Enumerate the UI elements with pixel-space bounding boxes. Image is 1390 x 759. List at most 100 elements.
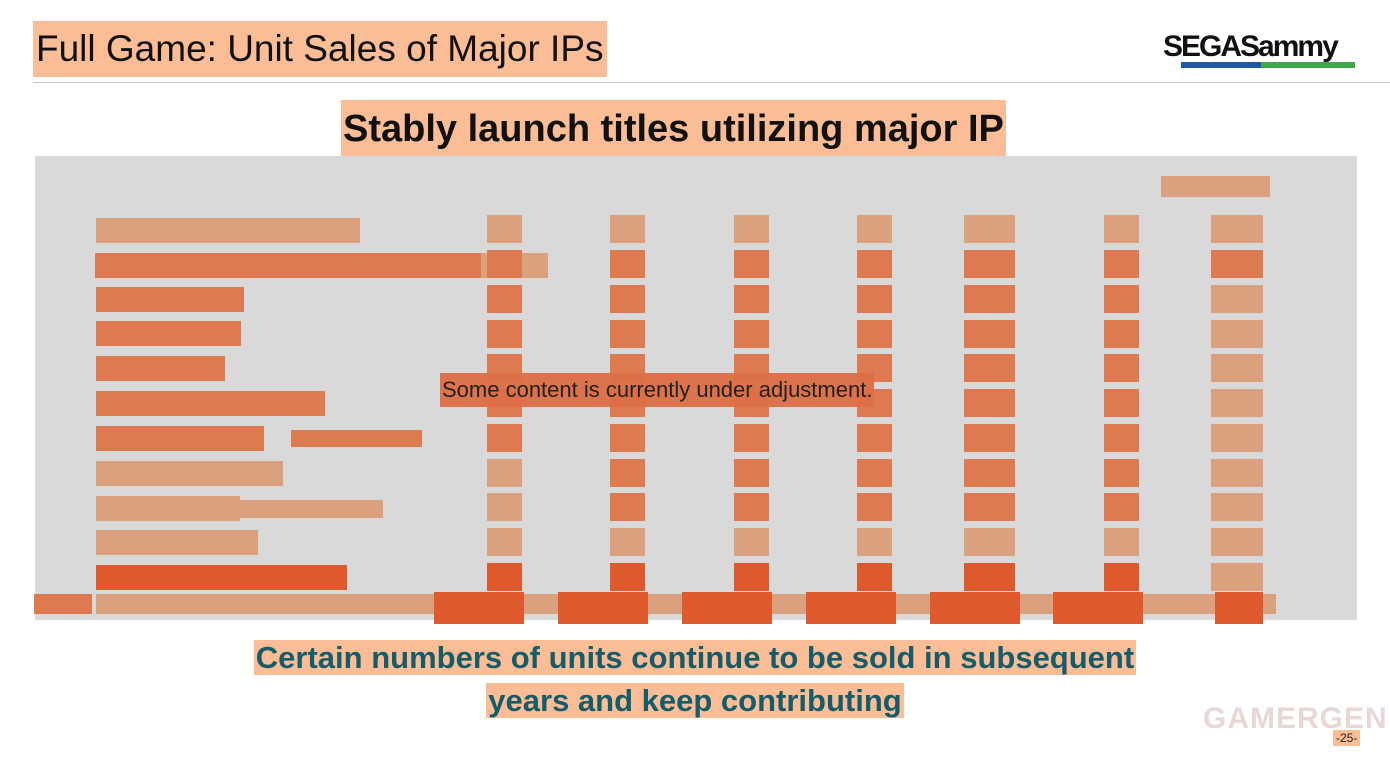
redaction-block bbox=[95, 253, 481, 278]
redaction-block bbox=[487, 528, 522, 556]
redaction-block bbox=[930, 592, 1020, 624]
title-divider bbox=[33, 82, 1390, 83]
redaction-block bbox=[964, 459, 1015, 487]
watermark: GAMERGEN bbox=[1203, 702, 1388, 735]
redaction-block bbox=[610, 250, 645, 278]
redaction-block bbox=[964, 250, 1015, 278]
redaction-block bbox=[1211, 563, 1263, 591]
redaction-block bbox=[96, 391, 325, 416]
redaction-block bbox=[964, 528, 1015, 556]
redaction-block bbox=[857, 285, 892, 313]
redaction-block bbox=[240, 500, 383, 518]
redaction-block bbox=[96, 356, 225, 381]
redaction-block bbox=[96, 461, 283, 486]
redaction-block bbox=[1104, 424, 1139, 452]
redaction-block bbox=[1211, 250, 1263, 278]
redaction-block bbox=[1104, 389, 1139, 417]
redaction-block bbox=[734, 215, 769, 243]
redaction-block bbox=[610, 320, 645, 348]
redaction-block bbox=[1211, 215, 1263, 243]
redaction-block bbox=[964, 563, 1015, 591]
redaction-block bbox=[487, 493, 522, 521]
redaction-block bbox=[1104, 459, 1139, 487]
redaction-block bbox=[1053, 592, 1143, 624]
redaction-block bbox=[857, 215, 892, 243]
redaction-block bbox=[34, 594, 92, 614]
redaction-block bbox=[1211, 354, 1263, 382]
footer-text-2: years and keep contributing bbox=[486, 683, 904, 718]
redaction-block bbox=[857, 320, 892, 348]
redaction-block bbox=[1104, 528, 1139, 556]
redaction-block bbox=[487, 250, 522, 278]
redaction-block bbox=[434, 592, 524, 624]
logo-blue-stripe bbox=[1181, 62, 1261, 68]
adjustment-notice: Some content is currently under adjustme… bbox=[440, 373, 875, 407]
redaction-block bbox=[487, 424, 522, 452]
redaction-block bbox=[857, 493, 892, 521]
redaction-block bbox=[96, 218, 360, 243]
redaction-block bbox=[806, 592, 896, 624]
redaction-block bbox=[610, 493, 645, 521]
redaction-block bbox=[610, 285, 645, 313]
redaction-block bbox=[610, 528, 645, 556]
redaction-block bbox=[1104, 493, 1139, 521]
redaction-block bbox=[1104, 215, 1139, 243]
redaction-block bbox=[487, 320, 522, 348]
logo-text: SEGASammy bbox=[1163, 30, 1339, 63]
redaction-block bbox=[1161, 176, 1270, 197]
redaction-block bbox=[487, 459, 522, 487]
redaction-block bbox=[487, 285, 522, 313]
page-number: -25- bbox=[1333, 730, 1361, 746]
redaction-block bbox=[734, 563, 769, 591]
redaction-block bbox=[610, 215, 645, 243]
redaction-block bbox=[1211, 320, 1263, 348]
redaction-block bbox=[857, 528, 892, 556]
footer-text-1: Certain numbers of units continue to be … bbox=[253, 640, 1137, 675]
redaction-block bbox=[1211, 493, 1263, 521]
redaction-block bbox=[1215, 592, 1263, 624]
redaction-block bbox=[1211, 528, 1263, 556]
redaction-block bbox=[1104, 250, 1139, 278]
redaction-block bbox=[857, 250, 892, 278]
redaction-block bbox=[964, 320, 1015, 348]
redaction-block bbox=[96, 496, 240, 521]
redaction-block bbox=[734, 424, 769, 452]
redaction-block bbox=[96, 565, 347, 590]
redaction-block bbox=[734, 250, 769, 278]
redaction-block bbox=[96, 287, 244, 312]
redaction-block bbox=[857, 459, 892, 487]
redaction-block bbox=[610, 424, 645, 452]
redaction-block bbox=[1104, 320, 1139, 348]
redaction-block bbox=[734, 320, 769, 348]
redaction-block bbox=[857, 424, 892, 452]
redaction-block bbox=[964, 285, 1015, 313]
redaction-block bbox=[964, 424, 1015, 452]
redaction-block bbox=[682, 592, 772, 624]
logo-green-stripe bbox=[1261, 62, 1355, 68]
redaction-block bbox=[558, 592, 648, 624]
redaction-block bbox=[487, 215, 522, 243]
redaction-block bbox=[1104, 563, 1139, 591]
redaction-block bbox=[1104, 354, 1139, 382]
redaction-block bbox=[1211, 285, 1263, 313]
redaction-block bbox=[857, 563, 892, 591]
redaction-block bbox=[964, 389, 1015, 417]
redaction-block bbox=[734, 459, 769, 487]
redaction-block bbox=[964, 354, 1015, 382]
redaction-block bbox=[1211, 389, 1263, 417]
footer-message-line-1: Certain numbers of units continue to be … bbox=[0, 634, 1390, 682]
redaction-block bbox=[610, 459, 645, 487]
redaction-block bbox=[610, 563, 645, 591]
redaction-block bbox=[291, 430, 422, 447]
redaction-block bbox=[1211, 424, 1263, 452]
redaction-block bbox=[96, 426, 264, 451]
redaction-block bbox=[1104, 285, 1139, 313]
redaction-block bbox=[734, 528, 769, 556]
redaction-block bbox=[964, 493, 1015, 521]
footer-message-line-2: years and keep contributing bbox=[0, 677, 1390, 725]
redaction-block bbox=[487, 563, 522, 591]
headline: Stably launch titles utilizing major IP bbox=[341, 100, 1006, 158]
page-title: Full Game: Unit Sales of Major IPs bbox=[33, 21, 607, 77]
redaction-block bbox=[964, 215, 1015, 243]
redaction-block bbox=[96, 321, 241, 346]
